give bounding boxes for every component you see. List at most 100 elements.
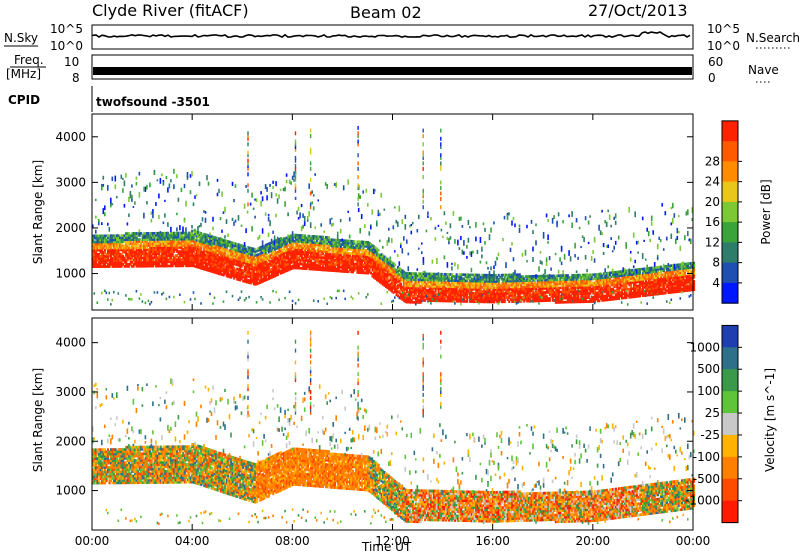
range-cell bbox=[351, 268, 354, 272]
scatter-cell bbox=[530, 219, 533, 224]
range-cell bbox=[482, 282, 485, 285]
range-cell bbox=[242, 248, 245, 252]
range-cell bbox=[391, 279, 394, 283]
range-cell bbox=[371, 246, 374, 249]
range-cell bbox=[198, 262, 201, 265]
range-cell bbox=[237, 270, 240, 273]
range-cell bbox=[96, 253, 99, 256]
range-cell bbox=[158, 256, 161, 260]
range-cell bbox=[138, 248, 141, 252]
scatter-cell bbox=[261, 228, 264, 234]
range-cell bbox=[221, 265, 224, 268]
range-cell bbox=[240, 273, 243, 276]
range-cell bbox=[368, 266, 371, 270]
range-cell bbox=[276, 259, 279, 262]
range-cell bbox=[182, 254, 185, 257]
scatter-cell bbox=[179, 225, 181, 231]
range-cell bbox=[523, 293, 526, 297]
range-cell bbox=[279, 251, 282, 255]
range-cell bbox=[458, 291, 461, 295]
range-cell bbox=[449, 285, 452, 289]
range-cell bbox=[517, 277, 520, 281]
range-cell bbox=[367, 251, 370, 254]
range-cell bbox=[356, 258, 359, 262]
scatter-cell bbox=[539, 251, 542, 254]
range-cell bbox=[397, 290, 400, 294]
range-cell bbox=[165, 256, 168, 260]
range-cell bbox=[394, 282, 397, 285]
range-cell bbox=[412, 278, 415, 282]
range-cell bbox=[517, 293, 520, 297]
range-cell bbox=[317, 235, 320, 239]
scatter-cell bbox=[194, 228, 196, 232]
range-cell bbox=[545, 295, 548, 298]
scatter-cell bbox=[404, 214, 407, 219]
range-cell bbox=[264, 249, 267, 253]
range-cell bbox=[326, 238, 329, 241]
range-cell bbox=[287, 239, 290, 243]
scatter-cell bbox=[398, 261, 401, 266]
range-cell bbox=[509, 277, 512, 281]
range-cell bbox=[156, 260, 159, 264]
range-cell bbox=[305, 246, 308, 250]
range-cell bbox=[538, 291, 541, 294]
range-cell bbox=[327, 246, 330, 250]
range-cell bbox=[460, 277, 463, 281]
range-cell bbox=[419, 297, 422, 300]
scatter-cell bbox=[167, 222, 169, 227]
range-cell bbox=[198, 264, 201, 268]
range-cell bbox=[505, 286, 508, 289]
range-cell bbox=[430, 284, 433, 288]
range-cell bbox=[233, 252, 236, 255]
range-cell bbox=[222, 273, 225, 277]
range-cell bbox=[382, 274, 385, 278]
range-cell bbox=[293, 241, 296, 245]
range-cell bbox=[433, 272, 436, 276]
range-cell bbox=[216, 239, 219, 242]
range-cell bbox=[242, 273, 245, 277]
range-cell bbox=[156, 234, 159, 237]
range-cell bbox=[327, 238, 330, 241]
range-cell bbox=[176, 233, 179, 237]
range-cell bbox=[526, 289, 529, 293]
range-cell bbox=[300, 236, 303, 239]
range-cell bbox=[383, 269, 386, 273]
range-cell bbox=[329, 238, 332, 241]
scatter-cell bbox=[185, 227, 187, 232]
range-cell bbox=[231, 270, 234, 273]
range-cell bbox=[254, 254, 257, 257]
range-cell bbox=[326, 240, 329, 243]
range-cell bbox=[506, 283, 509, 287]
range-cell bbox=[409, 276, 412, 279]
range-cell bbox=[463, 291, 466, 295]
range-cell bbox=[338, 247, 341, 250]
range-cell bbox=[236, 277, 239, 281]
range-cell bbox=[267, 267, 270, 270]
range-cell bbox=[442, 277, 445, 280]
range-cell bbox=[338, 259, 341, 263]
range-cell bbox=[428, 280, 431, 284]
range-cell bbox=[263, 262, 266, 266]
range-cell bbox=[373, 257, 376, 261]
range-cell bbox=[469, 294, 472, 297]
range-cell bbox=[162, 231, 165, 235]
range-cell bbox=[482, 296, 485, 300]
range-cell bbox=[270, 271, 273, 275]
range-cell bbox=[167, 250, 170, 253]
range-cell bbox=[174, 235, 177, 239]
range-cell bbox=[362, 255, 365, 258]
range-cell bbox=[403, 270, 406, 274]
range-cell bbox=[173, 242, 176, 245]
range-cell bbox=[395, 293, 398, 297]
range-cell bbox=[333, 259, 336, 262]
range-cell bbox=[302, 263, 305, 266]
range-cell bbox=[484, 290, 487, 293]
scatter-cell bbox=[167, 187, 169, 193]
range-cell bbox=[382, 254, 385, 257]
range-cell bbox=[388, 271, 391, 274]
range-cell bbox=[171, 246, 174, 249]
range-cell bbox=[451, 273, 454, 276]
range-cell bbox=[338, 265, 341, 269]
range-cell bbox=[278, 248, 281, 251]
range-cell bbox=[320, 252, 323, 255]
